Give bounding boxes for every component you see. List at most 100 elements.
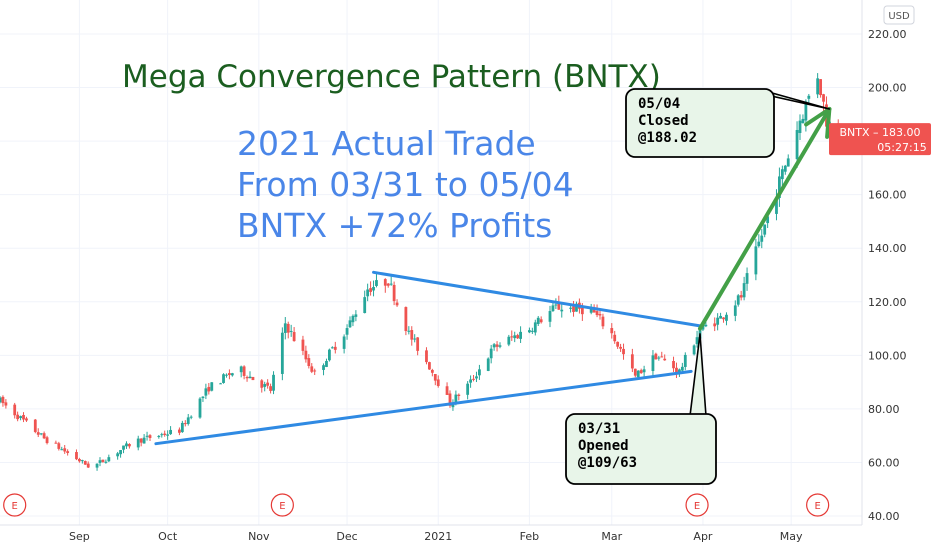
candle-body [266,382,270,386]
candle-body [425,350,428,363]
candle-body [433,373,437,381]
x-tick-label: Nov [248,530,270,543]
candle-body [354,314,358,317]
candle-body [104,461,108,463]
candle-body [551,305,555,312]
candle-body [272,374,275,391]
candle-body [569,307,572,309]
candle-body [263,384,267,387]
candle-body [472,378,475,380]
candle-body [342,336,346,349]
candle-body [16,414,20,420]
candle-body [736,295,740,305]
candle-body [198,398,202,418]
candle-body [760,235,764,242]
candle-body [289,330,293,332]
callout-text: @188.02 [638,130,697,146]
candle-body [616,341,620,347]
current-price-label: BNTX – 183.00 [839,126,920,139]
earnings-marker[interactable]: E [3,493,27,517]
candle-body [148,435,152,438]
candle-body [60,449,64,451]
candle-body [42,433,46,439]
candle-body [13,404,17,416]
earnings-marker[interactable]: E [685,493,709,517]
candle-body [125,443,128,447]
candle-body [186,417,190,424]
candle-body [413,338,417,340]
candle-body [248,376,252,379]
y-axis[interactable]: 220.00200.00180.00160.00140.00120.00100.… [868,28,907,523]
candle-body [163,433,167,435]
candle-body [22,415,25,420]
current-price-badge: BNTX – 183.00 05:27:15 [829,123,931,156]
candle-body [375,280,378,286]
callout-pointer [689,333,707,417]
y-tick-label: 140.00 [868,242,907,255]
candle-body [572,306,575,312]
candle-body [242,366,246,376]
candle-body [475,376,478,379]
y-tick-label: 220.00 [868,28,907,41]
candle-body [369,288,372,292]
candle-body [636,370,640,378]
callout-joint [750,90,764,94]
earnings-marker[interactable]: E [270,493,294,517]
candle-body [716,317,720,325]
candle-body [448,393,452,406]
candle-body [80,460,84,462]
earnings-marker[interactable]: E [806,493,830,517]
candle-body [189,416,193,418]
candle-body [101,459,105,462]
candle-body [286,323,290,333]
trade-arrow-head [825,106,832,139]
candle-body [204,388,208,396]
trade-arrow-shaft [698,106,832,331]
candle-body [804,101,808,121]
candle-body [722,317,725,320]
candle-body [816,78,820,95]
candle-body [128,444,131,447]
candle-body [225,374,228,376]
candle-body [392,284,396,302]
candle-body [651,355,655,372]
candle-body [66,451,70,453]
candle-body [495,344,499,347]
candle-body [222,374,225,383]
candle-body [672,360,675,369]
candle-body [345,328,349,335]
candle-body [166,434,170,436]
candle-body [795,130,799,160]
candle-body [575,303,578,312]
candle-body [557,302,561,310]
candle-body [45,437,49,444]
candle-body [351,315,355,323]
candle-body [386,283,390,286]
candle-body [445,386,449,395]
candle-body [613,334,617,342]
candle-body [307,358,311,366]
candle-body [610,328,614,334]
candle-body [366,289,370,297]
candle-body [695,337,699,345]
callout-frame [625,88,775,158]
candle-body [207,386,211,392]
candle-body [19,416,22,418]
x-tick-label: Sep [69,530,90,543]
candle-body [775,198,778,214]
candle-body [519,331,522,339]
candle-body [528,330,531,333]
candle-body [98,460,102,463]
candle-body [478,369,481,376]
candle-body [719,315,722,319]
trendlines [154,270,702,446]
candle-body [510,336,514,338]
x-axis[interactable]: Sep Oct Nov Dec 2021 Feb Mar Apr May [69,530,803,543]
candle-body [739,295,743,298]
candle-body [416,337,420,351]
candle-body [680,366,684,371]
